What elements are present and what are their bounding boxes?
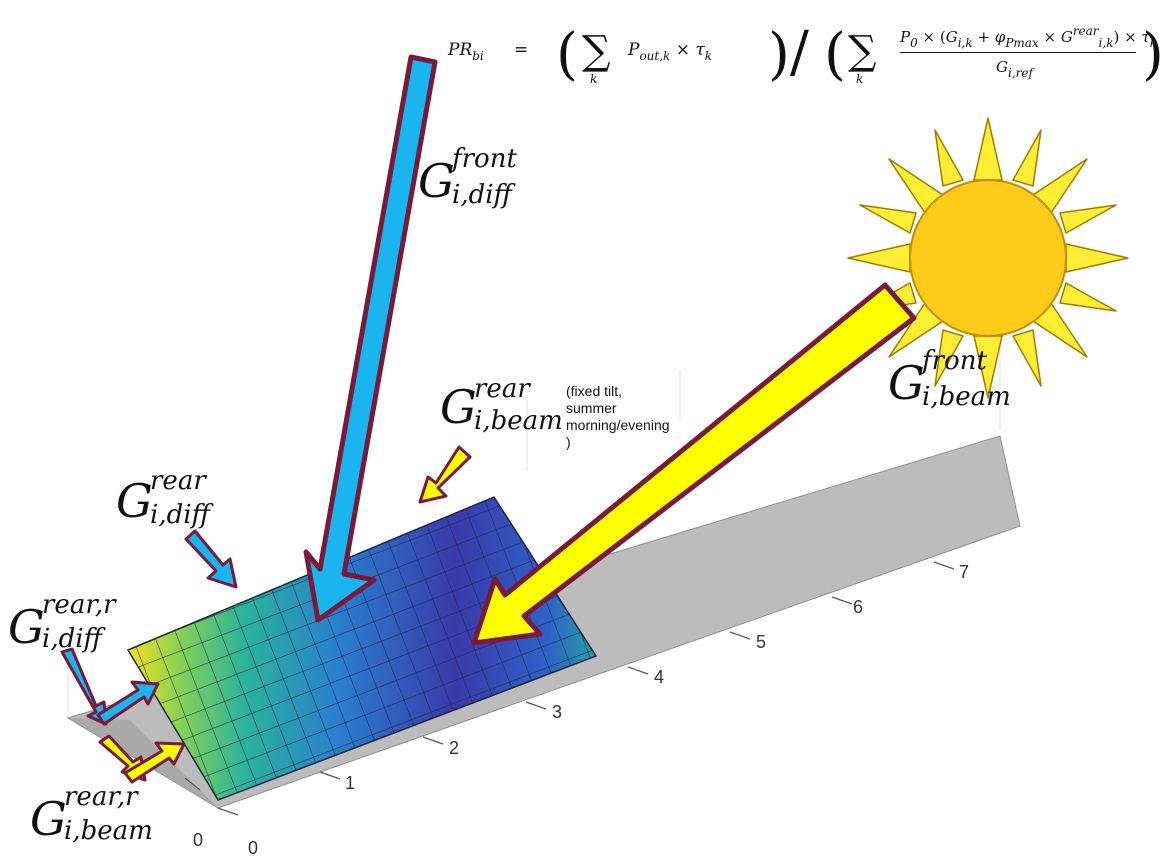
formula-lhs: PR bbox=[448, 40, 473, 60]
tick-label-4: 4 bbox=[654, 667, 665, 687]
formula-p0: P bbox=[900, 28, 911, 46]
formula-sum-index-1: k bbox=[590, 72, 598, 86]
tick-label-2: 2 bbox=[449, 738, 460, 758]
formula-pout-sub: out,k bbox=[639, 49, 671, 63]
rear-diffuse-arrow bbox=[184, 529, 238, 589]
rear-reflected-diffuse-out-arrow bbox=[96, 680, 160, 726]
formula-tau-sub-1: k bbox=[704, 49, 713, 63]
formula-phi: φ bbox=[994, 28, 1006, 46]
formula-equals: = bbox=[514, 40, 529, 60]
formula-sum-1: ∑ bbox=[582, 28, 611, 74]
formula-sum-index-2: k bbox=[856, 72, 864, 86]
tick-label-short-0: 0 bbox=[193, 830, 204, 850]
formula-p0-sub: 0 bbox=[910, 36, 918, 50]
sun-icon bbox=[847, 117, 1129, 399]
formula-times-3: × bbox=[1043, 28, 1057, 46]
formula-times-4: × bbox=[1124, 28, 1137, 46]
formula-g2-sub: i,k bbox=[1098, 36, 1114, 50]
formula-denominator: Gi,ref bbox=[996, 58, 1033, 80]
rear-reflected-beam-out-arrow bbox=[123, 741, 186, 784]
label-front-beam: G front i,beam bbox=[888, 346, 1011, 412]
formula-division: / bbox=[790, 20, 809, 85]
formula-g: G bbox=[945, 28, 958, 46]
rear-beam-arrow bbox=[418, 445, 472, 504]
tick-label-1: 1 bbox=[345, 773, 356, 793]
formula-fraction-bar bbox=[900, 52, 1136, 53]
formula-g-sub: i,k bbox=[957, 36, 973, 50]
condition-note: (fixed tilt, summer morning/evening ) bbox=[566, 383, 670, 450]
axis-ticks bbox=[184, 561, 955, 816]
tick-label-0: 0 bbox=[248, 838, 259, 858]
tick-label-7: 7 bbox=[959, 562, 970, 582]
formula-plus: + bbox=[977, 28, 991, 46]
label-rear-diffuse: G rear i,diff bbox=[116, 466, 210, 530]
pv-panel bbox=[126, 496, 598, 801]
pr-bi-formula: PRbi = ( ∑ k Pout,k × τk ) / ( ∑ k P0 × … bbox=[448, 20, 1164, 87]
formula-g-ref-sub: i,ref bbox=[1007, 66, 1033, 80]
formula-numerator: P0 × (Gi,k + φPmax × Greari,k) × τk bbox=[900, 24, 1158, 50]
tick-label-5: 5 bbox=[756, 632, 767, 652]
formula-lhs-sub: bi bbox=[472, 49, 484, 63]
label-rear-beam: G rear i,beam bbox=[440, 374, 563, 436]
formula-sum-2: ∑ bbox=[848, 28, 877, 74]
formula-g2: G bbox=[1060, 28, 1073, 46]
label-rear-reflected-diffuse: G rear,r i,diff bbox=[8, 590, 116, 654]
label-front-diffuse: G front i,diff bbox=[418, 144, 517, 210]
formula-tau-2: τ bbox=[1141, 28, 1150, 46]
tick-label-3: 3 bbox=[552, 702, 563, 722]
formula-tau-sub-2: k bbox=[1149, 36, 1158, 50]
front-beam-arrow bbox=[471, 282, 917, 646]
formula-g-ref: G bbox=[996, 58, 1008, 76]
tick-label-6: 6 bbox=[853, 597, 864, 617]
formula-times-1: × bbox=[675, 40, 690, 60]
formula-pout: P bbox=[628, 40, 640, 60]
front-diffuse-arrow bbox=[303, 54, 438, 623]
formula-g2-sup: rear bbox=[1072, 24, 1099, 38]
label-rear-reflected-beam: G rear,r i,beam bbox=[30, 782, 153, 846]
formula-times-2: × bbox=[922, 28, 936, 46]
formula-phi-sub: Pmax bbox=[1005, 36, 1039, 50]
formula-tau-1: τ bbox=[695, 40, 705, 60]
